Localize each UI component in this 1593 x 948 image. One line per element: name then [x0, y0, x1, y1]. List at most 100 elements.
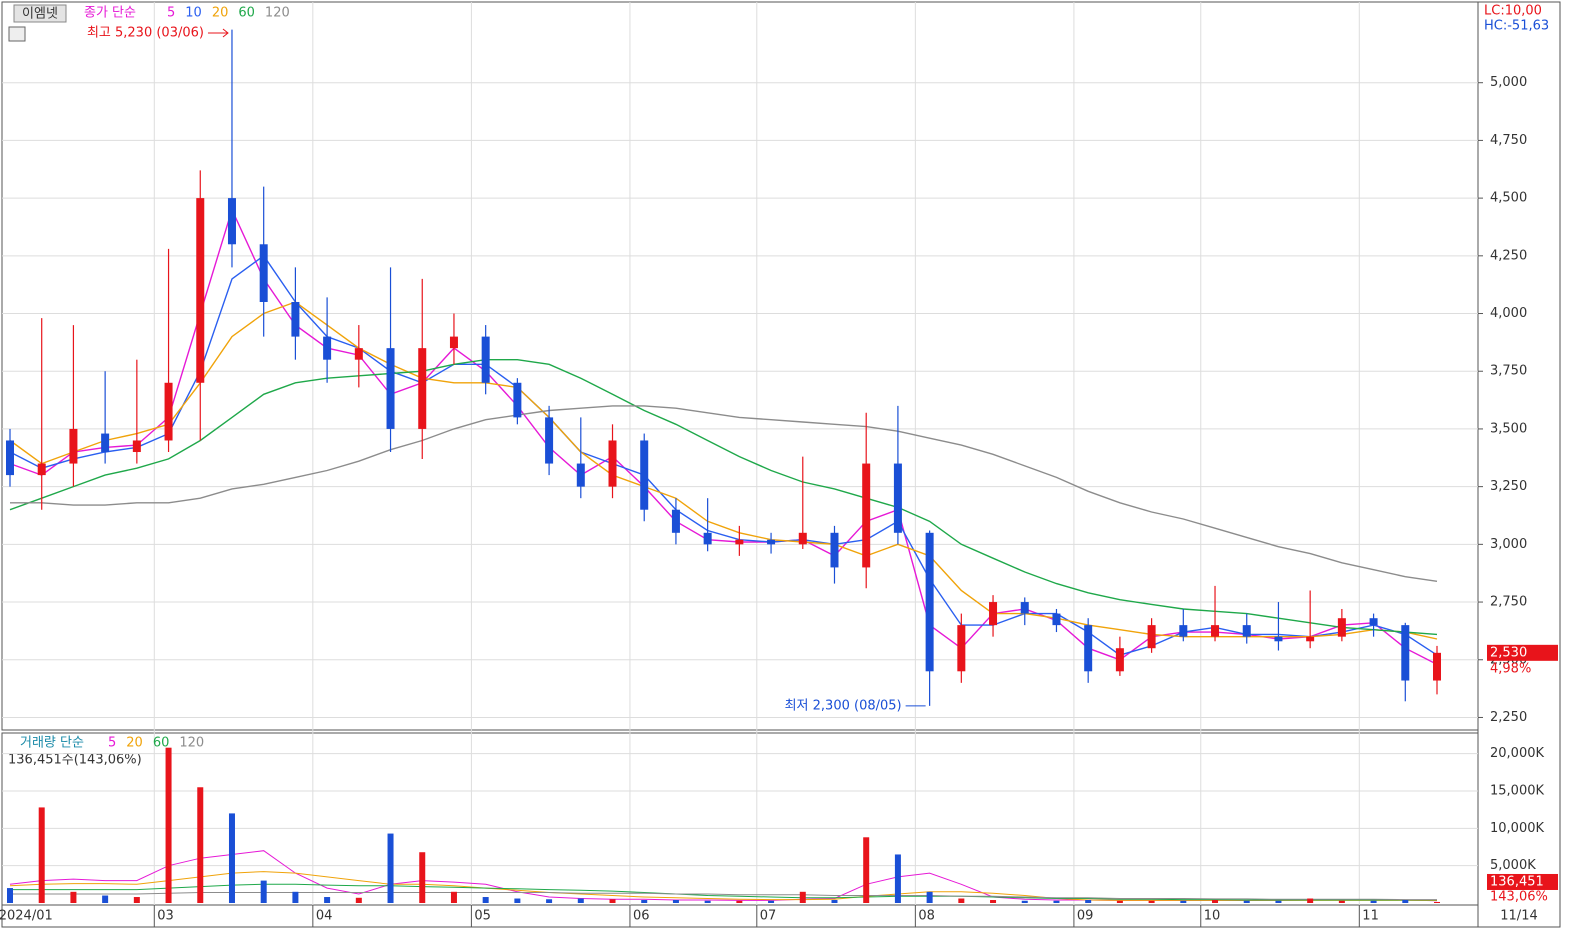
volume-bar	[704, 900, 711, 903]
high-arrow	[207, 28, 229, 38]
y-tick-label: 3,500	[1490, 421, 1527, 436]
price-panel	[1, 1, 1479, 731]
candle-body	[1211, 625, 1220, 637]
table-icon[interactable]	[8, 26, 26, 42]
volume-bar	[419, 852, 426, 903]
ma-line	[9, 254, 1438, 656]
y-tick-label: 2,750	[1490, 595, 1527, 610]
volume-bar	[1338, 900, 1345, 903]
candle-body	[1242, 625, 1251, 637]
volume-bar	[799, 891, 806, 903]
volume-bar	[1307, 898, 1314, 903]
y-tick-label: 4,250	[1490, 248, 1527, 263]
volume-bar	[260, 880, 267, 903]
y-tick-label: 15,000K	[1490, 784, 1544, 799]
hc: HC:-51,63	[1484, 19, 1549, 34]
y-tick-label: 10,000K	[1490, 821, 1544, 836]
legend-entry: 5	[108, 736, 116, 751]
high-note: 최고 5,230 (03/06)	[87, 26, 204, 41]
volume-title: 거래량 단순	[20, 736, 84, 751]
volume-bar	[736, 900, 743, 903]
volume-bar	[1434, 901, 1440, 903]
candle-body	[1337, 618, 1346, 637]
volume-bar	[672, 900, 679, 903]
volume-panel	[1, 732, 1479, 906]
x-axis	[1, 904, 1479, 928]
candle-body	[481, 336, 490, 383]
candle-body	[164, 382, 173, 441]
volume-bar	[165, 747, 172, 903]
legend-entry: 60	[153, 736, 170, 751]
volume-bar	[577, 898, 584, 903]
candle-body	[830, 532, 839, 568]
volume-bar	[1243, 900, 1250, 903]
ma-line	[9, 850, 1438, 902]
candle-body	[1433, 652, 1441, 681]
candle-body	[1306, 636, 1315, 642]
volume-bar	[609, 899, 616, 903]
symbol-box[interactable]	[13, 4, 67, 23]
candle-body	[767, 539, 776, 545]
candle-body	[893, 463, 902, 533]
candle-body	[1179, 625, 1188, 637]
volume-bar	[355, 897, 362, 903]
candle-body	[323, 336, 332, 360]
candle-body	[196, 198, 205, 383]
volume-bar	[514, 898, 521, 903]
candle-body	[132, 440, 141, 453]
ma-line	[9, 359, 1438, 636]
candle-body	[1020, 602, 1029, 614]
y-tick-label: 4,500	[1490, 191, 1527, 206]
candle-body	[386, 348, 395, 429]
candle-body	[1147, 625, 1156, 649]
y-tick-label: 2,250	[1490, 710, 1527, 725]
volume-bar	[1053, 900, 1060, 903]
volume-bar	[863, 837, 870, 903]
x-tick-label: 09	[1077, 909, 1094, 924]
volume-bar	[768, 900, 775, 903]
y-tick-label: 3,750	[1490, 364, 1527, 379]
ma-line	[10, 405, 1438, 582]
volume-bar	[1180, 900, 1187, 903]
volume-bar	[228, 813, 235, 903]
volume-bar	[1370, 900, 1377, 903]
candle-body	[703, 532, 712, 545]
candle-body	[640, 440, 649, 510]
change: 4,98%	[1490, 661, 1531, 676]
y-tick-label: 4,000	[1490, 306, 1527, 321]
symbol: 이엠넷	[22, 7, 58, 22]
last-volume-box	[1487, 873, 1558, 890]
ma-line	[10, 892, 1437, 901]
candle-body	[545, 417, 554, 464]
volume-ratio: 143,06%	[1490, 889, 1548, 904]
candle-body	[513, 382, 522, 418]
legend-entry: 5	[167, 6, 175, 21]
volume-bar	[324, 897, 331, 903]
volume-bar	[1402, 900, 1409, 903]
volume-bar	[7, 888, 13, 903]
candle-body	[608, 440, 617, 487]
legend-entry: 60	[238, 6, 255, 21]
y-tick-label: 20,000K	[1490, 746, 1544, 761]
volume-bar	[1085, 900, 1092, 903]
y-tick-label: 3,250	[1490, 479, 1527, 494]
legend-entry: 20	[212, 6, 229, 21]
candle-body	[291, 301, 300, 337]
y-tick-label: 5,000K	[1490, 858, 1536, 873]
volume-bar	[958, 898, 965, 903]
candle-body	[957, 625, 966, 672]
volume-bar	[641, 900, 648, 903]
candle-body	[37, 463, 46, 476]
volume-bar	[197, 787, 204, 903]
legend-entry: 120	[265, 6, 290, 21]
legend-entry: 10	[185, 6, 202, 21]
candle-body	[671, 509, 680, 533]
y-axis	[1477, 1, 1561, 928]
y-tick-label: 4,750	[1490, 133, 1527, 148]
volume-bar	[546, 899, 553, 903]
volume-bar	[1148, 900, 1155, 903]
candle-body	[449, 336, 458, 349]
volume-bar	[70, 891, 77, 903]
lc: LC:10,00	[1484, 4, 1542, 19]
volume-bar	[1116, 900, 1123, 903]
